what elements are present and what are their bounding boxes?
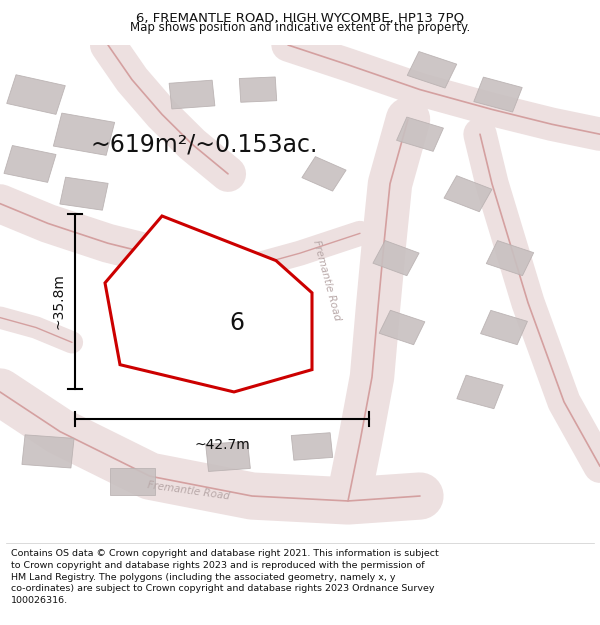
Polygon shape bbox=[291, 432, 333, 460]
Polygon shape bbox=[4, 146, 56, 182]
Polygon shape bbox=[407, 51, 457, 88]
Polygon shape bbox=[481, 311, 527, 344]
Polygon shape bbox=[110, 468, 155, 495]
Polygon shape bbox=[444, 176, 492, 212]
Polygon shape bbox=[7, 75, 65, 114]
Polygon shape bbox=[105, 216, 312, 392]
Text: Contains OS data © Crown copyright and database right 2021. This information is : Contains OS data © Crown copyright and d… bbox=[11, 549, 439, 605]
Polygon shape bbox=[474, 77, 522, 112]
Polygon shape bbox=[206, 441, 250, 471]
Text: 6, FREMANTLE ROAD, HIGH WYCOMBE, HP13 7PQ: 6, FREMANTLE ROAD, HIGH WYCOMBE, HP13 7P… bbox=[136, 11, 464, 24]
Polygon shape bbox=[169, 80, 215, 109]
Polygon shape bbox=[457, 375, 503, 409]
Polygon shape bbox=[379, 310, 425, 345]
Polygon shape bbox=[53, 113, 115, 156]
Polygon shape bbox=[487, 241, 533, 276]
Polygon shape bbox=[373, 241, 419, 276]
Text: Fremantle Road: Fremantle Road bbox=[311, 239, 343, 322]
Text: ~35.8m: ~35.8m bbox=[51, 274, 65, 329]
Polygon shape bbox=[60, 177, 108, 210]
Polygon shape bbox=[397, 117, 443, 151]
Polygon shape bbox=[22, 435, 74, 468]
Text: 6: 6 bbox=[229, 311, 245, 334]
Text: Map shows position and indicative extent of the property.: Map shows position and indicative extent… bbox=[130, 21, 470, 34]
Polygon shape bbox=[302, 157, 346, 191]
Text: ~42.7m: ~42.7m bbox=[194, 438, 250, 452]
Text: Fremantle Road: Fremantle Road bbox=[147, 481, 231, 502]
Polygon shape bbox=[239, 77, 277, 102]
Text: ~619m²/~0.153ac.: ~619m²/~0.153ac. bbox=[91, 132, 317, 156]
